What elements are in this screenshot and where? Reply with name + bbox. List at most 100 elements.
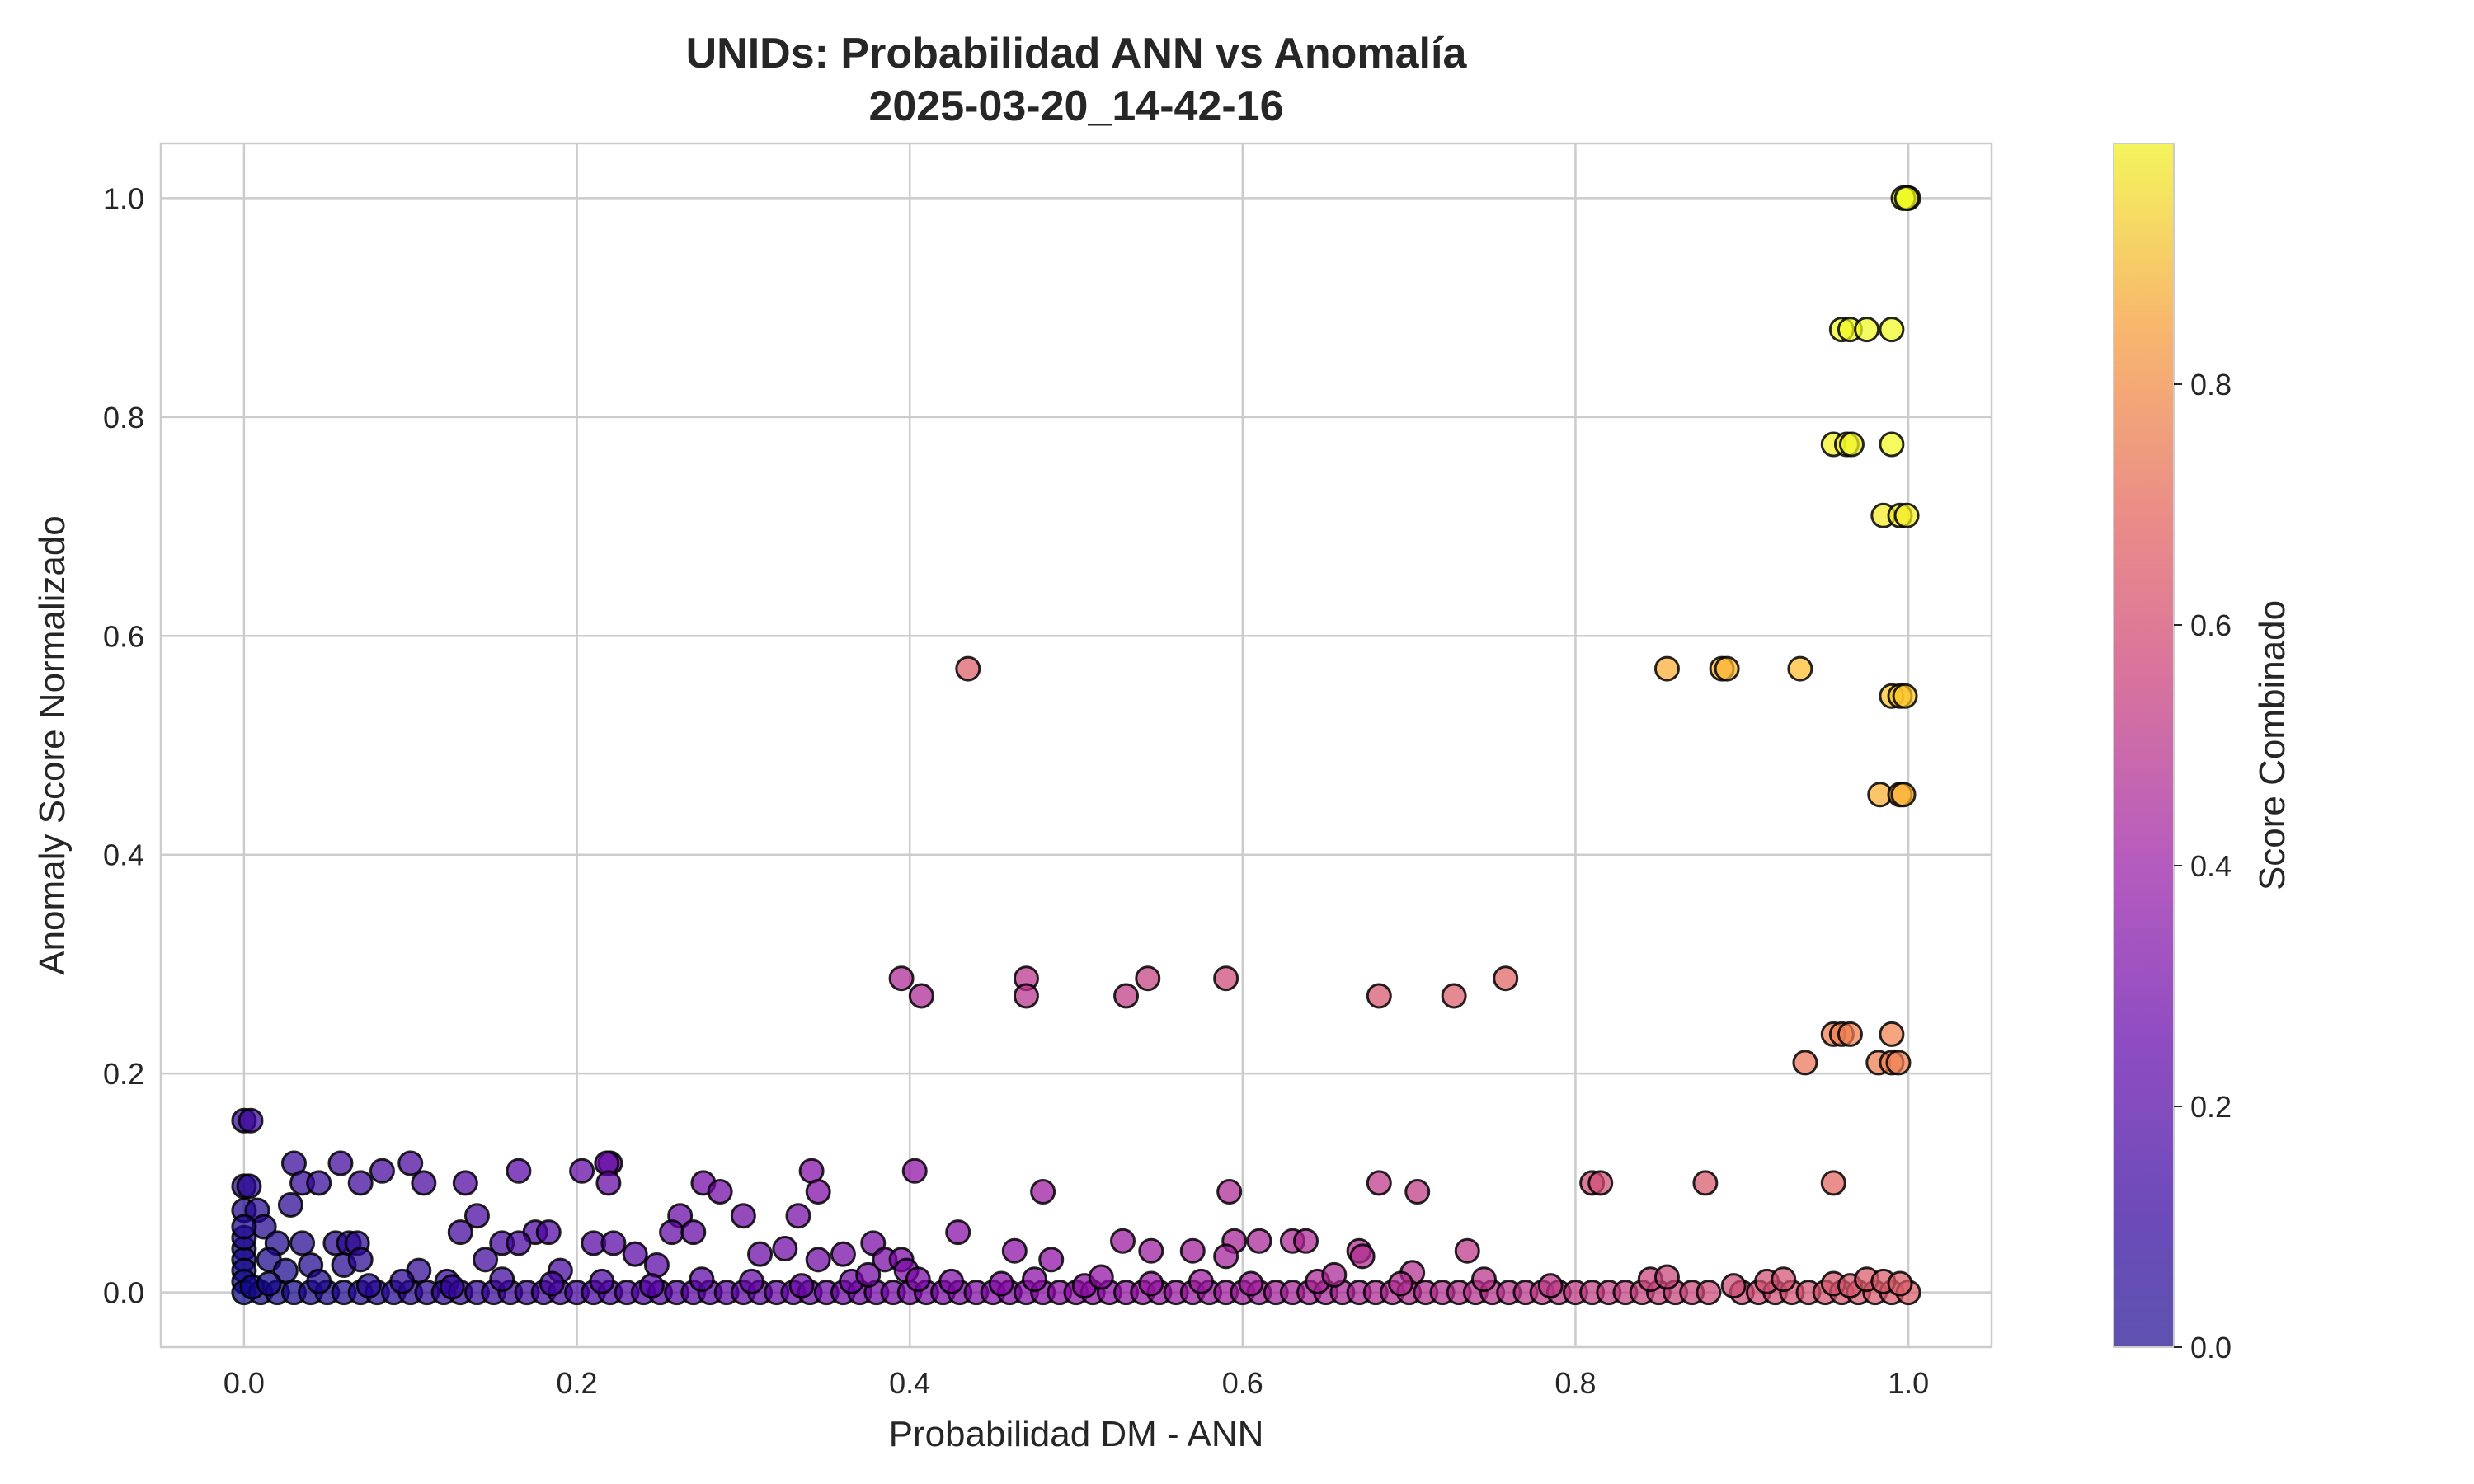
data-point	[988, 1270, 1014, 1297]
plot-area	[159, 142, 1993, 1349]
data-point	[622, 1241, 648, 1267]
data-point	[1110, 1228, 1136, 1254]
data-point	[1879, 317, 1905, 343]
data-point	[659, 1219, 685, 1246]
data-point	[945, 1219, 971, 1246]
data-point	[689, 1266, 715, 1293]
chart-title: UNIDs: Probabilidad ANN vs Anomalía	[686, 30, 1468, 77]
data-point	[439, 1274, 465, 1300]
data-point	[1893, 502, 1920, 528]
data-point	[238, 1107, 264, 1134]
data-point	[1454, 1237, 1480, 1264]
colorbar-tick-label: 0.8	[2190, 368, 2232, 402]
data-point	[1038, 1247, 1065, 1273]
data-point	[1022, 1266, 1048, 1293]
data-point	[1890, 782, 1917, 808]
data-point	[1441, 983, 1467, 1009]
data-point	[595, 1170, 622, 1196]
data-point	[1771, 1266, 1797, 1293]
data-point	[277, 1191, 303, 1218]
data-point	[1321, 1261, 1348, 1288]
x-tick-label: 0.4	[889, 1366, 930, 1400]
data-point	[1792, 1050, 1818, 1076]
data-point	[589, 1268, 615, 1294]
data-point	[347, 1170, 374, 1196]
data-point	[1854, 317, 1880, 343]
data-point	[506, 1158, 532, 1184]
data-point	[272, 1257, 299, 1284]
data-point	[1188, 1268, 1214, 1294]
data-point	[473, 1247, 499, 1273]
y-tick-label: 0.2	[103, 1057, 144, 1091]
data-point	[772, 1236, 798, 1262]
data-point	[256, 1270, 282, 1297]
data-point	[1404, 1179, 1431, 1205]
data-point	[901, 1158, 928, 1184]
data-point	[730, 1203, 756, 1229]
data-points	[231, 185, 1921, 1306]
data-point	[1879, 431, 1905, 458]
data-point	[1892, 683, 1918, 709]
data-point	[397, 1150, 424, 1176]
colorbar-tick-label: 0.0	[2190, 1331, 2232, 1364]
data-point	[1537, 1273, 1564, 1299]
data-point	[938, 1268, 965, 1294]
data-point	[788, 1273, 815, 1299]
data-point	[707, 1179, 733, 1205]
data-point	[1030, 1179, 1056, 1205]
data-point	[389, 1268, 416, 1294]
data-point	[1213, 1243, 1239, 1270]
data-point	[1246, 1228, 1272, 1254]
data-point	[1837, 1021, 1863, 1047]
data-point	[411, 1170, 437, 1196]
colorbar-tick-label: 0.6	[2190, 608, 2232, 642]
y-tick-label: 1.0	[103, 181, 144, 215]
data-point	[1885, 1050, 1912, 1076]
data-point	[1653, 655, 1680, 682]
data-point	[1349, 1243, 1376, 1270]
data-point	[1838, 431, 1865, 458]
data-point	[1714, 655, 1740, 682]
data-point	[1213, 965, 1239, 992]
data-point	[327, 1150, 354, 1176]
data-point	[1001, 1237, 1028, 1264]
data-point	[1366, 1170, 1392, 1196]
data-point	[447, 1219, 473, 1246]
data-point	[1138, 1270, 1164, 1297]
y-tick-label: 0.8	[103, 401, 144, 434]
data-point	[1720, 1273, 1747, 1299]
data-point	[798, 1158, 825, 1184]
data-point	[738, 1268, 764, 1294]
data-point	[306, 1268, 332, 1294]
data-point	[955, 655, 981, 682]
data-point	[1470, 1266, 1497, 1293]
data-point	[908, 983, 934, 1009]
y-tick-label: 0.6	[103, 619, 144, 653]
data-point	[830, 1241, 856, 1267]
x-tick-label: 0.2	[557, 1366, 598, 1400]
data-point	[638, 1273, 665, 1299]
data-point	[1820, 1170, 1846, 1196]
data-point	[289, 1230, 316, 1256]
data-point	[1893, 185, 1920, 211]
data-point	[905, 1266, 931, 1293]
data-point	[306, 1170, 332, 1196]
x-axis-label: Probabilidad DM - ANN	[889, 1414, 1264, 1454]
data-point	[1366, 983, 1392, 1009]
data-point	[1293, 1228, 1319, 1254]
data-point	[1013, 983, 1039, 1009]
data-point	[805, 1179, 831, 1205]
data-point	[539, 1270, 565, 1297]
colorbar-tick-label: 0.4	[2190, 849, 2232, 883]
x-tick-label: 0.8	[1554, 1366, 1596, 1400]
data-point	[1587, 1170, 1614, 1196]
data-point	[888, 965, 915, 992]
data-point	[506, 1230, 532, 1256]
data-point	[785, 1203, 811, 1229]
data-point	[1135, 965, 1161, 992]
data-point	[452, 1170, 478, 1196]
chart-subtitle: 2025-03-20_14-42-16	[868, 82, 1283, 130]
data-point	[369, 1158, 395, 1184]
colorbar-ticks: 0.0 0.2 0.4 0.6 0.8	[2174, 368, 2232, 1364]
